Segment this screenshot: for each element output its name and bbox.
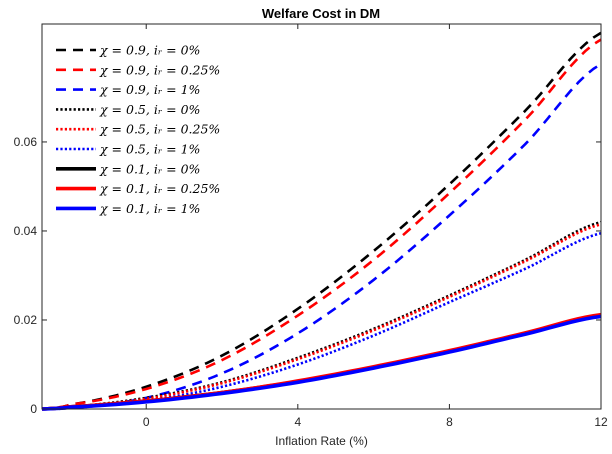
x-tick-label: 8 xyxy=(446,415,453,429)
legend-label-8: χ = 0.1, iᵣ = 0.25% xyxy=(99,181,220,196)
legend-label-4: χ = 0.5, iᵣ = 0% xyxy=(99,102,200,117)
ticks-layer: 0 4 8 12 0 0.02 0.04 0.06 xyxy=(14,24,608,429)
legend-label-5: χ = 0.5, iᵣ = 0.25% xyxy=(99,122,220,137)
legend-label-3: χ = 0.9, iᵣ = 1% xyxy=(99,82,200,97)
y-tick-label: 0.04 xyxy=(14,224,38,238)
x-tick-label: 12 xyxy=(594,415,608,429)
legend-label-2: χ = 0.9, iᵣ = 0.25% xyxy=(99,62,220,77)
series-line-9 xyxy=(41,314,602,411)
legend-label-6: χ = 0.5, iᵣ = 1% xyxy=(99,142,200,157)
legend-label-9: χ = 0.1, iᵣ = 1% xyxy=(99,201,200,216)
series-line-2 xyxy=(41,38,602,411)
legend-label-7: χ = 0.1, iᵣ = 0% xyxy=(99,161,200,176)
chart-title: Welfare Cost in DM xyxy=(262,6,380,21)
legend: χ = 0.9, iᵣ = 0% χ = 0.9, iᵣ = 0.25% χ = 0… xyxy=(48,38,246,225)
x-tick-label: 4 xyxy=(294,415,301,429)
x-tick-label: 0 xyxy=(143,415,150,429)
legend-label-1: χ = 0.9, iᵣ = 0% xyxy=(99,43,200,58)
series-layer xyxy=(41,31,602,411)
axes-box xyxy=(41,23,602,410)
y-tick-label: 0.06 xyxy=(14,135,38,149)
x-axis-label: Inflation Rate (%) xyxy=(275,434,368,448)
y-tick-label: 0 xyxy=(30,402,37,416)
y-tick-label: 0.02 xyxy=(14,313,38,327)
